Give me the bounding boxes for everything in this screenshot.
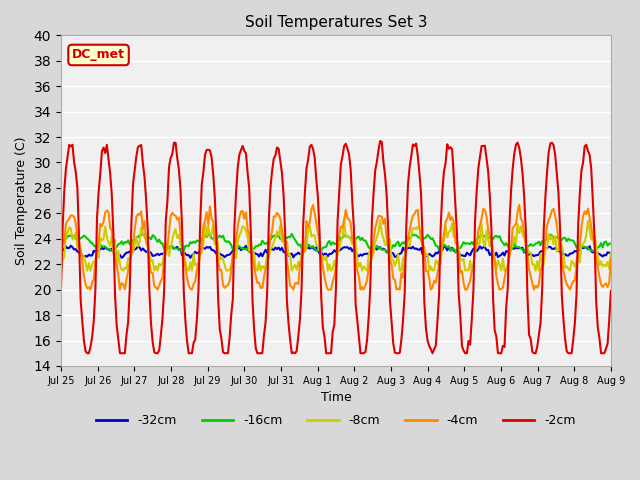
Y-axis label: Soil Temperature (C): Soil Temperature (C) [15,136,28,265]
Title: Soil Temperatures Set 3: Soil Temperatures Set 3 [244,15,428,30]
Legend: -32cm, -16cm, -8cm, -4cm, -2cm: -32cm, -16cm, -8cm, -4cm, -2cm [91,409,580,432]
X-axis label: Time: Time [321,391,351,404]
Text: DC_met: DC_met [72,48,125,61]
